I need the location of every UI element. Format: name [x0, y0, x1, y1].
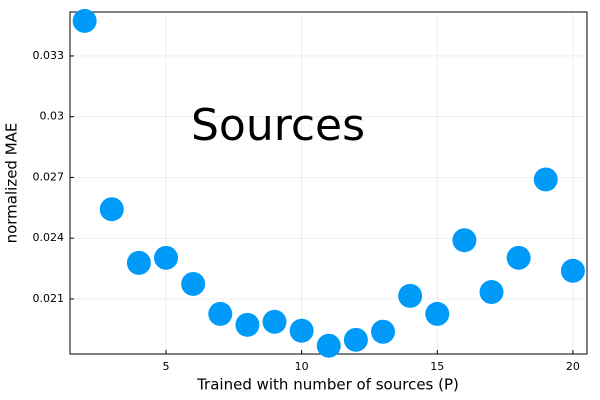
point	[154, 245, 179, 270]
point	[208, 301, 233, 326]
x-tick-label: 20	[566, 360, 580, 373]
x-tick-label: 5	[163, 360, 170, 373]
point	[479, 280, 504, 305]
y-tick-label: 0.033	[33, 49, 65, 62]
annotation: Sources	[191, 100, 365, 151]
y-tick-label: 0.021	[33, 292, 65, 305]
point	[289, 318, 314, 343]
point	[316, 333, 341, 358]
point	[126, 250, 151, 275]
point	[506, 245, 531, 270]
point	[398, 283, 423, 308]
plot-frame	[69, 11, 588, 355]
y-tick-label: 0.027	[33, 170, 65, 183]
point	[72, 8, 97, 33]
point	[181, 271, 206, 296]
y-tick-label: 0.024	[33, 231, 65, 244]
point	[533, 167, 558, 192]
x-tick-label: 15	[430, 360, 444, 373]
point	[262, 309, 287, 334]
point	[560, 258, 585, 283]
point	[343, 327, 368, 352]
point	[99, 197, 124, 222]
point	[371, 319, 396, 344]
x-tick-label: 10	[295, 360, 309, 373]
y-axis-label: normalized MAE	[3, 123, 21, 244]
point	[425, 301, 450, 326]
point	[452, 228, 477, 253]
point	[235, 312, 260, 337]
y-tick-label: 0.03	[40, 110, 65, 123]
x-axis-label: Trained with number of sources (P)	[196, 376, 459, 394]
